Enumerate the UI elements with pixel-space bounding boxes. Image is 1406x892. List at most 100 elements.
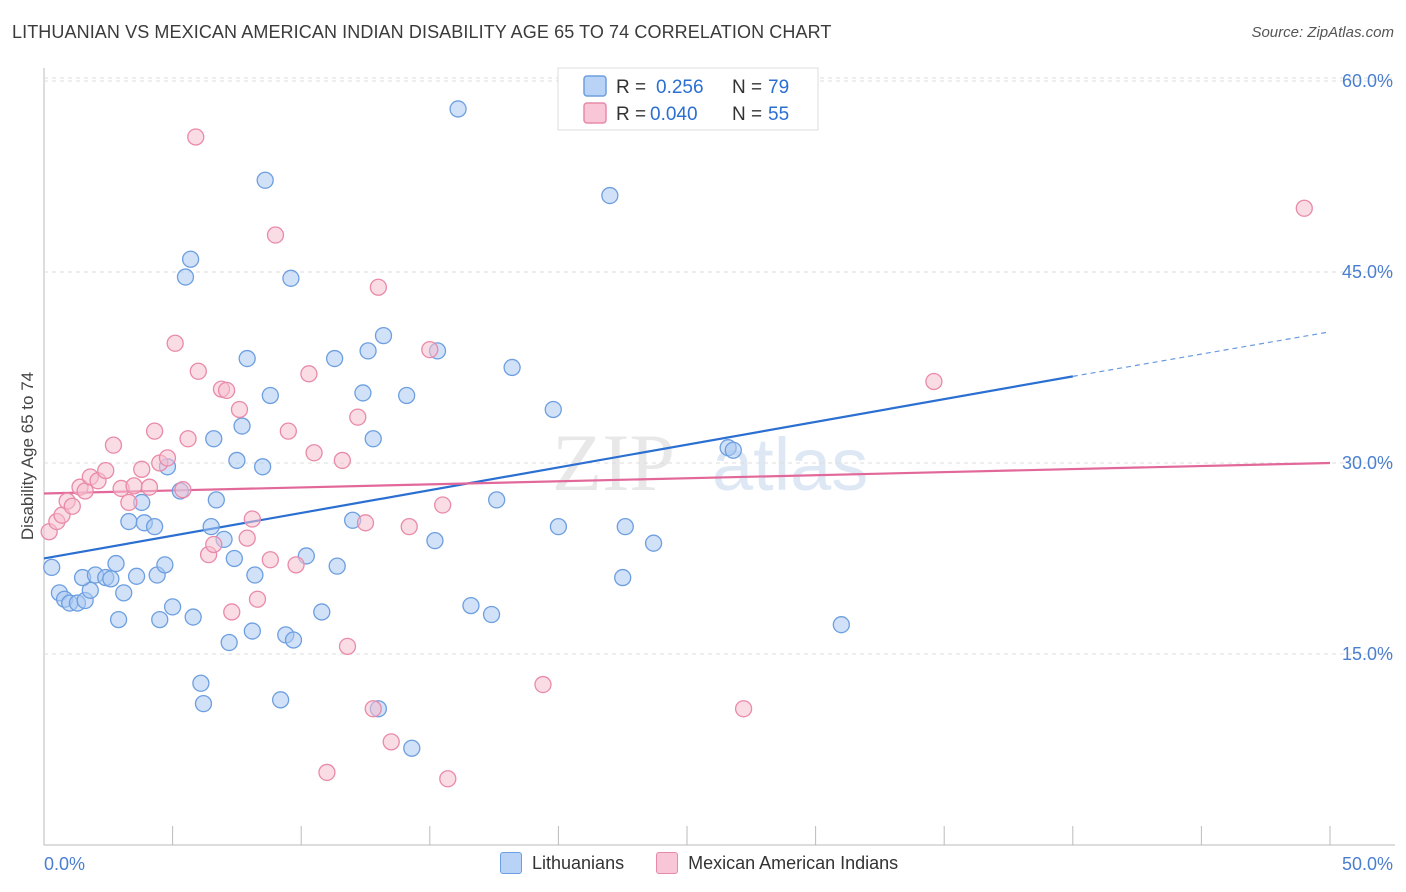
legend-n-label-2: N = <box>732 104 762 125</box>
mexican-american-indians-point-52 <box>734 700 753 718</box>
mexican-american-indians-point-4 <box>63 497 81 515</box>
mexican-american-indians-point-44 <box>364 700 382 718</box>
mexican-american-indians-point-23 <box>189 362 207 380</box>
lithuanians-point-62 <box>449 100 467 118</box>
y-tick-label-30: 30.0% <box>1342 453 1393 473</box>
lithuanians-point-26 <box>181 250 200 268</box>
mexican-american-indians-point-18 <box>158 449 177 467</box>
correlation-legend: R = 0.256 N = 79 R = 0.040 N = 55 <box>557 67 819 131</box>
legend-label-lithuanians: Lithuanians <box>532 852 625 873</box>
mexican-american-indians-point-16 <box>145 422 164 440</box>
lithuanians-point-39 <box>243 622 261 640</box>
lithuanians-point-49 <box>313 603 331 621</box>
trend-lines <box>43 331 1331 560</box>
mexican-american-indians-point-34 <box>266 226 285 244</box>
lithuanians-point-72 <box>644 534 663 552</box>
lithuanians-point-53 <box>354 384 372 402</box>
lithuanians-point-29 <box>194 694 213 713</box>
lithuanians-point-28 <box>192 674 210 692</box>
mexican-american-indians-point-35 <box>279 422 297 440</box>
mexican-american-indians-point-30 <box>238 529 256 547</box>
lithuanians-point-34 <box>220 633 238 652</box>
trend-line-mexican-american-indians <box>43 461 1331 495</box>
bottom-legend: Lithuanians Mexican American Indians <box>500 852 930 874</box>
lithuanians-point-68 <box>549 517 568 536</box>
mexican-american-indians-point-29 <box>230 400 249 419</box>
legend-item-lithuanians: Lithuanians <box>500 852 624 874</box>
lithuanians-point-41 <box>253 458 272 476</box>
mexican-american-indians-point-20 <box>174 481 192 499</box>
mexican-american-indians-point-43 <box>356 514 375 532</box>
y-tick-label-45: 45.0% <box>1342 262 1393 282</box>
y-axis-label: Disability Age 65 to 74 <box>18 372 37 540</box>
lithuanians-point-71 <box>616 517 634 536</box>
mexican-american-indians-point-19 <box>166 334 184 352</box>
mexican-american-indians-point-37 <box>300 365 318 383</box>
mexican-american-indians-point-13 <box>125 477 143 495</box>
lithuanians-point-25 <box>176 268 195 286</box>
mexican-american-indians-point-50 <box>439 770 457 788</box>
mexican-american-indians-point-14 <box>133 460 151 478</box>
mexican-american-indians-point-39 <box>318 763 336 782</box>
mexican-american-indians-point-51 <box>534 675 552 694</box>
mexican-american-indians-point-53 <box>925 372 943 391</box>
lithuanians-point-47 <box>282 269 300 287</box>
mexican-american-indians-point-45 <box>369 278 388 296</box>
legend-swatch-mexican-american-indians <box>656 852 679 874</box>
mexican-american-indians-point-31 <box>243 510 261 528</box>
mexican-american-indians-point-25 <box>205 535 223 554</box>
lithuanians-point-37 <box>233 417 251 435</box>
lithuanians-point-69 <box>601 186 619 205</box>
legend-swatch-lithuanians <box>500 852 522 874</box>
mexican-american-indians-point-32 <box>248 590 267 608</box>
x-tick-label-min: 0.0% <box>44 854 85 874</box>
lithuanians-point-58 <box>398 386 416 405</box>
mexican-american-indians-point-22 <box>187 128 205 146</box>
lithuanians-point-63 <box>462 596 480 615</box>
mexican-american-indians-point-38 <box>305 444 323 462</box>
lithuanians-point-75 <box>832 616 850 634</box>
mexican-american-indians-point-27 <box>217 381 236 400</box>
mexican-american-indians-point-15 <box>140 478 159 496</box>
lithuanians-point-38 <box>238 349 256 368</box>
lithuanians-point-50 <box>325 349 344 368</box>
mexican-american-indians-point-48 <box>421 340 439 359</box>
mexican-american-indians-point-54 <box>1295 199 1313 217</box>
lithuanians-point-59 <box>403 739 421 757</box>
legend-n-value-1: 79 <box>768 77 789 98</box>
lithuanians-point-54 <box>359 342 377 360</box>
lithuanians-point-21 <box>156 556 174 574</box>
lithuanians-point-70 <box>614 568 632 587</box>
lithuanians-point-44 <box>271 691 290 709</box>
lithuanians-point-23 <box>163 598 182 616</box>
lithuanians-point-60 <box>426 531 444 550</box>
lithuanians-point-66 <box>503 358 521 377</box>
legend-swatch-pink <box>583 102 607 124</box>
x-ticks <box>43 826 1331 845</box>
lithuanians-point-13 <box>120 512 138 531</box>
legend-label-mexican-american-indians: Mexican American Indians <box>688 852 899 873</box>
mexican-american-indians-point-10 <box>104 436 123 454</box>
x-tick-label-max: 50.0% <box>1342 854 1393 874</box>
mexican-american-indians-point-28 <box>223 603 241 621</box>
lithuanians-point-6 <box>81 581 99 599</box>
mexican-american-indians-point-33 <box>261 551 279 569</box>
lithuanians-point-42 <box>256 171 274 189</box>
mexican-american-indians-point-49 <box>434 496 452 514</box>
mexican-american-indians-point-42 <box>349 408 367 426</box>
watermark-atlas: atlas <box>712 423 868 506</box>
mexican-american-indians-point-46 <box>382 733 400 751</box>
legend-r-label-1: R = <box>616 77 646 98</box>
legend-r-label-2: R = <box>616 104 646 125</box>
lithuanians-point-67 <box>544 400 562 419</box>
lithuanians-point-0 <box>43 558 61 577</box>
lithuanians-point-12 <box>109 610 128 629</box>
mexican-american-indians-point-41 <box>338 637 357 655</box>
legend-r-value-1: 0.256 <box>656 77 704 98</box>
lithuanians-point-30 <box>202 517 220 536</box>
lithuanians-point-74 <box>724 441 742 459</box>
legend-item-mexican-american-indians: Mexican American Indians <box>656 852 898 874</box>
lithuanians-point-64 <box>482 605 501 624</box>
lithuanians-point-65 <box>488 491 506 509</box>
